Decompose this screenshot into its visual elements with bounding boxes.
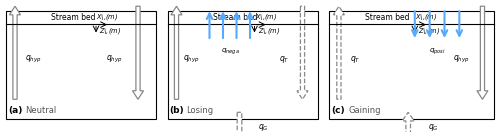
- Text: (b): (b): [170, 106, 184, 115]
- Polygon shape: [10, 6, 20, 99]
- Text: Stream bed: Stream bed: [51, 13, 96, 22]
- Bar: [329, 11, 494, 119]
- Polygon shape: [334, 6, 344, 99]
- Text: Losing: Losing: [186, 106, 214, 115]
- Text: $q_\mathit{T}$: $q_\mathit{T}$: [350, 54, 360, 65]
- Text: $q_\mathit{hyp}$: $q_\mathit{hyp}$: [24, 54, 42, 65]
- Text: (c): (c): [331, 106, 344, 115]
- Text: $X$\,(m): $X$\,(m): [96, 13, 118, 22]
- Text: $q_\mathit{hyp}$: $q_\mathit{hyp}$: [183, 54, 200, 65]
- Text: Neutral: Neutral: [25, 106, 56, 115]
- Text: (a): (a): [8, 106, 22, 115]
- Text: $Z$\,(m): $Z$\,(m): [258, 26, 280, 36]
- Polygon shape: [171, 6, 182, 99]
- Bar: [168, 11, 318, 119]
- Text: $q_\mathit{hyp}$: $q_\mathit{hyp}$: [106, 54, 122, 65]
- Polygon shape: [402, 112, 414, 132]
- Bar: [6, 11, 156, 119]
- Text: $X$\,(m): $X$\,(m): [416, 13, 438, 22]
- Polygon shape: [234, 112, 245, 132]
- Text: $q_\mathit{G}$: $q_\mathit{G}$: [428, 122, 438, 132]
- Text: Stream bed: Stream bed: [366, 13, 410, 22]
- Text: Gaining: Gaining: [348, 106, 380, 115]
- Text: $q_\mathit{posi}$: $q_\mathit{posi}$: [430, 46, 446, 57]
- Text: $Z$\,(m): $Z$\,(m): [418, 26, 440, 36]
- Text: Stream bed: Stream bed: [212, 13, 257, 22]
- Polygon shape: [477, 6, 488, 99]
- Text: $q_\mathit{T}$: $q_\mathit{T}$: [280, 54, 289, 65]
- Text: $q_\mathit{G}$: $q_\mathit{G}$: [258, 122, 268, 132]
- Text: $q_\mathit{hyp}$: $q_\mathit{hyp}$: [452, 54, 469, 65]
- Text: $Z$\,(m): $Z$\,(m): [99, 26, 121, 36]
- Polygon shape: [297, 6, 308, 99]
- Text: $X$\,(m): $X$\,(m): [255, 13, 277, 22]
- Text: $q_\mathit{nega}$: $q_\mathit{nega}$: [221, 46, 240, 57]
- Polygon shape: [132, 6, 143, 99]
